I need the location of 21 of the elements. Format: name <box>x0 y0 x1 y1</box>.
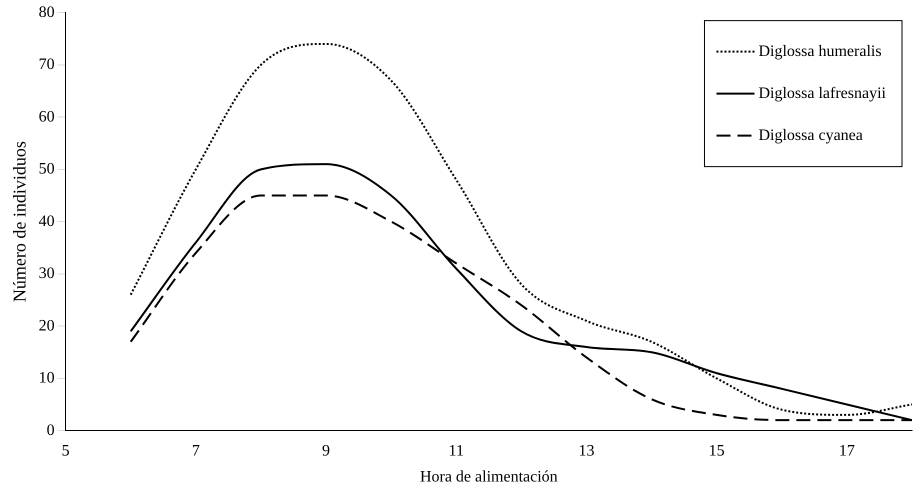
y-tick-label: 80 <box>38 4 55 21</box>
x-tick-label: 17 <box>838 442 855 460</box>
y-axis-title: Número de individuos <box>10 141 30 302</box>
x-tick-label: 15 <box>708 442 725 460</box>
x-axis-title: Hora de alimentación <box>420 468 558 486</box>
x-tick-label: 7 <box>192 442 200 460</box>
y-tick-label: 20 <box>38 317 55 334</box>
legend-label: Diglossa lafresnayii <box>758 84 887 102</box>
x-tick-label: 13 <box>578 442 594 460</box>
legend-label: Diglossa cyanea <box>758 126 863 144</box>
y-tick-label: 0 <box>46 422 55 439</box>
x-tick-label: 5 <box>62 442 70 460</box>
y-tick-label: 70 <box>38 56 55 74</box>
x-tick-label: 11 <box>448 442 464 460</box>
y-tick-label: 50 <box>38 160 55 178</box>
y-tick-label: 10 <box>38 370 55 387</box>
y-tick-label: 30 <box>38 265 55 282</box>
y-tick-label: 40 <box>38 212 55 230</box>
x-tick-label: 9 <box>322 442 330 460</box>
legend-label: Diglossa humeralis <box>758 42 882 60</box>
y-tick-label: 60 <box>38 108 55 126</box>
